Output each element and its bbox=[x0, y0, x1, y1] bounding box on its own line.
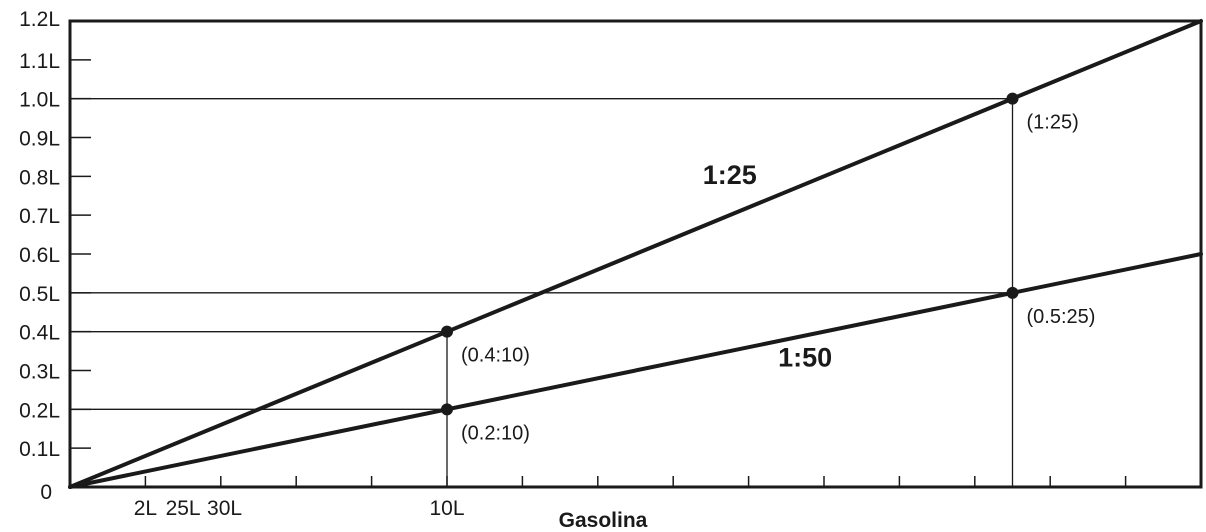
data-point-label: (1:25) bbox=[1027, 112, 1079, 134]
chart-labels: 0 0.1L 0.2L 0.3L 0.4L 0.5L 0.6L 0.7L 0.8L 0.9L 1.0… bbox=[19, 8, 1095, 520]
x-tick-label: 10L bbox=[429, 497, 464, 520]
series-label: 1:25 bbox=[703, 160, 757, 190]
data-point bbox=[441, 325, 453, 338]
y-tick-label: 0.5L bbox=[19, 283, 60, 306]
series-lines bbox=[68, 19, 1203, 489]
y-tick-label: 1.0L bbox=[19, 89, 60, 112]
y-tick-label: 0.1L bbox=[19, 438, 60, 461]
series-label: 1:50 bbox=[778, 343, 832, 373]
data-point-label: (0.4:10) bbox=[461, 345, 530, 367]
data-point bbox=[1006, 92, 1019, 105]
data-point bbox=[441, 403, 453, 416]
y-tick-label: 0.4L bbox=[19, 322, 60, 345]
y-tick-label: 0.8L bbox=[19, 166, 60, 189]
axis-ticks bbox=[70, 59, 1127, 487]
y-tick-label: 1.2L bbox=[19, 8, 60, 31]
x-tick-label: 2L bbox=[134, 497, 157, 520]
y-tick-label: 0.7L bbox=[19, 205, 60, 228]
x-tick-label: 30L bbox=[207, 497, 242, 520]
y-tick-label: 0.2L bbox=[19, 399, 60, 422]
y-tick-label: 0.9L bbox=[19, 128, 60, 151]
y-tick-label: 1.1L bbox=[19, 50, 60, 73]
series-line bbox=[68, 252, 1203, 489]
y-tick-label: 0 bbox=[40, 481, 52, 504]
x-axis-title: Gasolina bbox=[559, 509, 648, 532]
data-point-label: (0.5:25) bbox=[1027, 306, 1096, 328]
y-tick-label: 0.6L bbox=[19, 244, 60, 267]
data-point bbox=[1006, 286, 1019, 299]
y-tick-label: 0.3L bbox=[19, 361, 60, 384]
x-tick-label: 25L bbox=[166, 497, 201, 520]
data-points bbox=[441, 92, 1019, 416]
series-line bbox=[68, 19, 1203, 489]
data-point-label: (0.2:10) bbox=[461, 422, 530, 444]
